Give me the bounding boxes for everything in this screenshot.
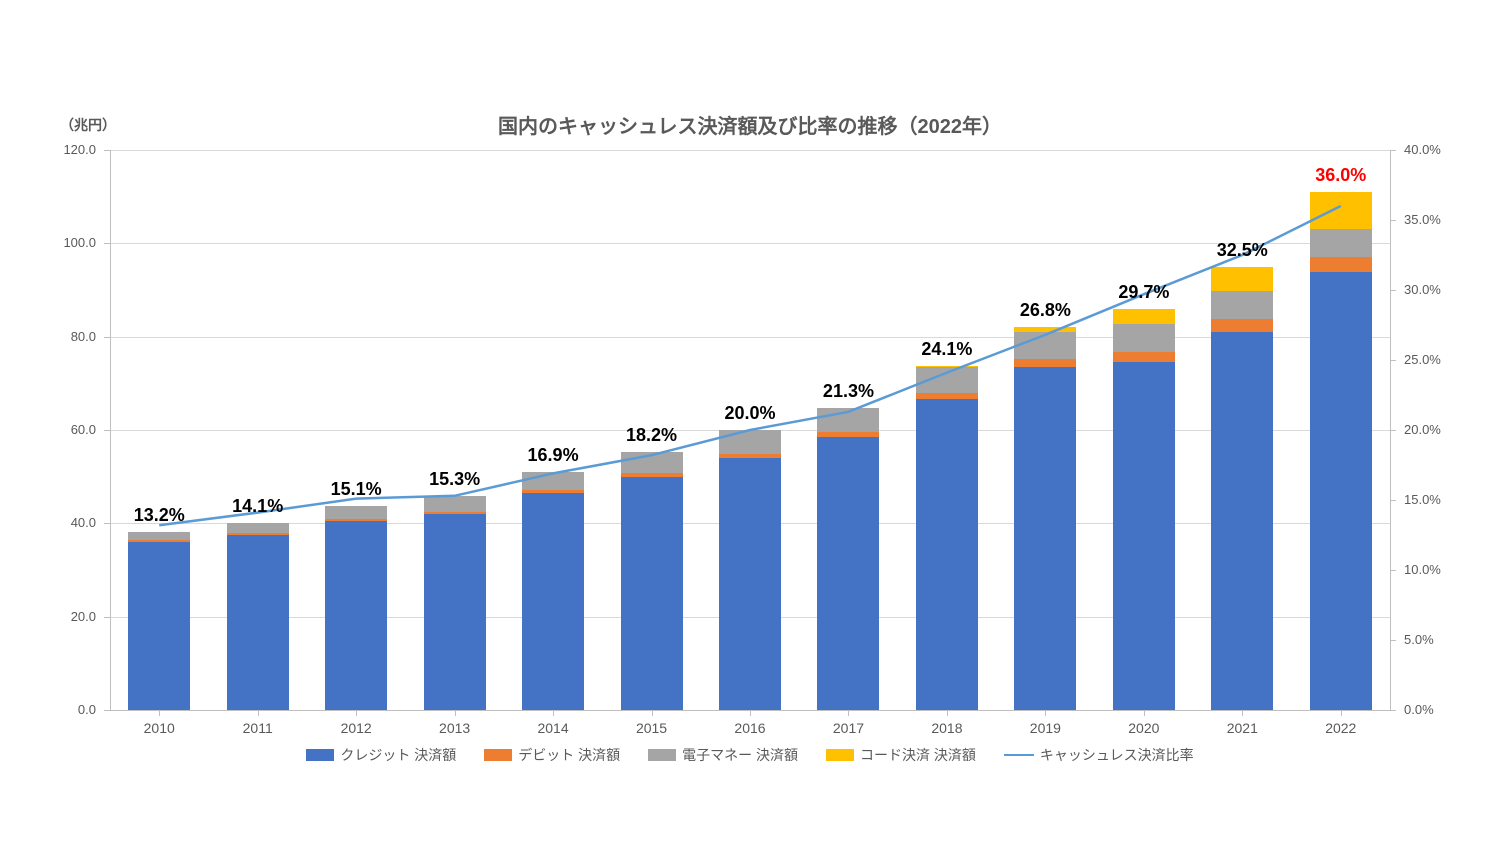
y-left-axis-title: （兆円）: [60, 115, 116, 135]
pct-label: 36.0%: [1315, 165, 1366, 186]
x-tick: [1144, 710, 1145, 716]
legend-swatch: [826, 749, 854, 761]
legend-item-debit: デビット 決済額: [484, 745, 620, 765]
y-left-tick-label: 20.0: [46, 609, 96, 624]
x-tick: [848, 710, 849, 716]
x-tick-label: 2022: [1325, 720, 1356, 736]
y-left-tick-label: 40.0: [46, 515, 96, 530]
pct-label: 15.1%: [331, 479, 382, 500]
y-right-tick-label: 10.0%: [1404, 562, 1441, 577]
x-tick: [159, 710, 160, 716]
x-tick-label: 2019: [1030, 720, 1061, 736]
y-right-tick-label: 35.0%: [1404, 212, 1441, 227]
y-right-axis-line: [1390, 150, 1391, 710]
y-right-tick: [1390, 710, 1396, 711]
legend-item-credit: クレジット 決済額: [306, 745, 456, 765]
chart-title: 国内のキャッシュレス決済額及び比率の推移（2022年）: [0, 110, 1500, 139]
legend-swatch: [306, 749, 334, 761]
legend-item-ratio: キャッシュレス決済比率: [1004, 745, 1194, 765]
x-tick-label: 2012: [341, 720, 372, 736]
pct-label: 18.2%: [626, 425, 677, 446]
x-tick-label: 2016: [734, 720, 765, 736]
x-tick: [947, 710, 948, 716]
legend-line-swatch: [1004, 754, 1034, 756]
y-right-tick-label: 5.0%: [1404, 632, 1434, 647]
pct-label: 26.8%: [1020, 300, 1071, 321]
y-right-tick-label: 0.0%: [1404, 702, 1434, 717]
x-tick: [553, 710, 554, 716]
legend: クレジット 決済額 デビット 決済額 電子マネー 決済額 コード決済 決済額 キャッシュ…: [110, 745, 1390, 765]
pct-label: 21.3%: [823, 381, 874, 402]
x-tick-label: 2021: [1227, 720, 1258, 736]
x-tick-label: 2013: [439, 720, 470, 736]
x-tick-label: 2017: [833, 720, 864, 736]
x-tick: [455, 710, 456, 716]
y-left-tick-label: 100.0: [46, 235, 96, 250]
pct-label: 24.1%: [921, 339, 972, 360]
legend-item-emoney: 電子マネー 決済額: [648, 745, 798, 765]
y-left-tick-label: 0.0: [46, 702, 96, 717]
x-tick: [1045, 710, 1046, 716]
x-tick: [258, 710, 259, 716]
x-tick-label: 2011: [243, 720, 273, 736]
pct-label: 32.5%: [1217, 240, 1268, 261]
pct-label: 15.3%: [429, 469, 480, 490]
x-tick: [652, 710, 653, 716]
pct-label: 16.9%: [528, 445, 579, 466]
legend-swatch: [648, 749, 676, 761]
legend-label: 電子マネー 決済額: [682, 745, 798, 765]
x-tick: [356, 710, 357, 716]
x-tick-label: 2020: [1128, 720, 1159, 736]
legend-label: デビット 決済額: [518, 745, 620, 765]
y-right-tick-label: 30.0%: [1404, 282, 1441, 297]
legend-item-code: コード決済 決済額: [826, 745, 976, 765]
plot-area: 0.020.040.060.080.0100.0120.00.0%5.0%10.…: [110, 150, 1390, 710]
y-left-tick-label: 60.0: [46, 422, 96, 437]
x-tick-label: 2010: [144, 720, 175, 736]
x-tick: [750, 710, 751, 716]
ratio-line: [110, 150, 1390, 710]
y-right-tick-label: 25.0%: [1404, 352, 1441, 367]
pct-label: 14.1%: [232, 496, 283, 517]
legend-label: キャッシュレス決済比率: [1040, 745, 1194, 765]
x-tick-label: 2018: [931, 720, 962, 736]
y-right-tick-label: 20.0%: [1404, 422, 1441, 437]
y-left-tick-label: 120.0: [46, 142, 96, 157]
pct-label: 20.0%: [724, 403, 775, 424]
y-right-tick-label: 40.0%: [1404, 142, 1441, 157]
legend-label: コード決済 決済額: [860, 745, 976, 765]
y-left-tick-label: 80.0: [46, 329, 96, 344]
chart-container: 国内のキャッシュレス決済額及び比率の推移（2022年） （兆円） 0.020.0…: [0, 0, 1500, 844]
x-tick: [1242, 710, 1243, 716]
pct-label: 13.2%: [134, 505, 185, 526]
x-tick: [1341, 710, 1342, 716]
x-tick-label: 2015: [636, 720, 667, 736]
legend-label: クレジット 決済額: [340, 745, 456, 765]
pct-label: 29.7%: [1118, 282, 1169, 303]
x-tick-label: 2014: [537, 720, 568, 736]
legend-swatch: [484, 749, 512, 761]
y-right-tick-label: 15.0%: [1404, 492, 1441, 507]
